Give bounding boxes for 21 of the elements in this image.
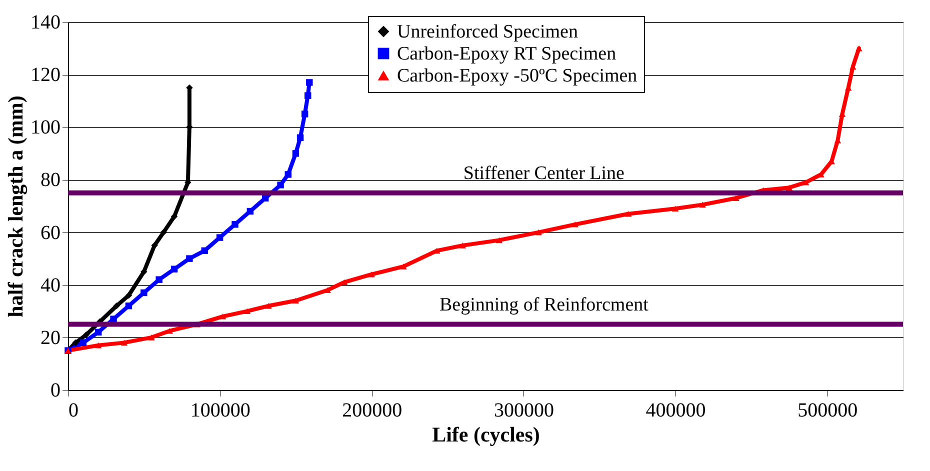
- y-axis-title: half crack length a (mm): [4, 96, 28, 318]
- y-tick-label: 40: [40, 274, 60, 296]
- x-axis-title: Life (cycles): [432, 422, 540, 446]
- legend-label: Unreinforced Specimen: [397, 22, 578, 42]
- y-tick-label: 140: [30, 12, 60, 34]
- y-tick-label: 120: [30, 64, 60, 86]
- x-tick-label: 0: [68, 400, 78, 422]
- x-tick-label: 100000: [190, 400, 250, 422]
- x-tick-label: 500000: [798, 400, 858, 422]
- x-tick-label: 300000: [494, 400, 554, 422]
- legend-label: Carbon-Epoxy -50ºC Specimen: [397, 66, 638, 86]
- x-tick-label: 200000: [342, 400, 402, 422]
- x-tick-label: 400000: [646, 400, 706, 422]
- y-tick-label: 60: [40, 222, 60, 244]
- legend-label: Carbon-Epoxy RT Specimen: [397, 44, 617, 64]
- y-tick-label: 100: [30, 116, 60, 139]
- y-tick-label: 20: [40, 326, 60, 349]
- y-tick-label: 0: [50, 380, 60, 402]
- ref-line-label: Beginning of Reinforcment: [439, 294, 650, 316]
- ref-line-label: Stiffener Center Line: [463, 162, 624, 184]
- y-tick-label: 80: [40, 169, 60, 192]
